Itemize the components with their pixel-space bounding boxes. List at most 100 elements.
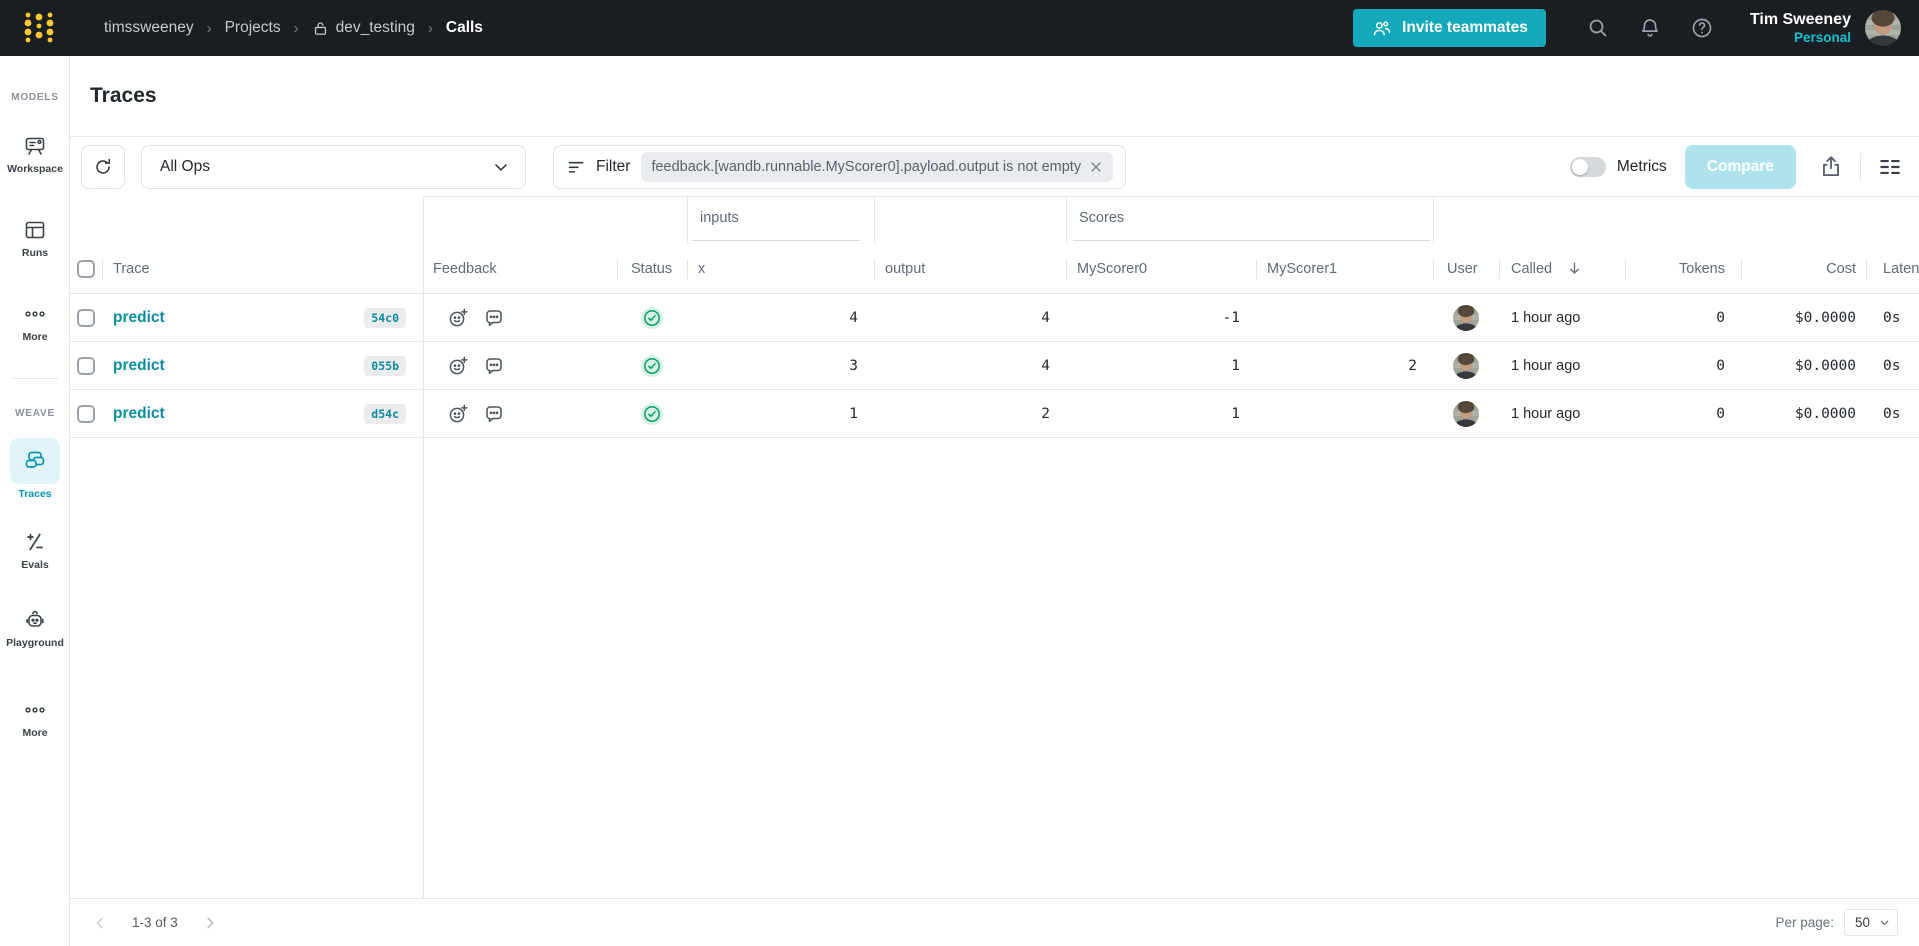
header-myscorer0[interactable]: MyScorer0 bbox=[1066, 244, 1256, 293]
export-icon[interactable] bbox=[1818, 154, 1844, 180]
ops-filter-select[interactable]: All Ops bbox=[141, 145, 526, 189]
metrics-toggle[interactable] bbox=[1569, 157, 1606, 177]
sidebar-item-more-weave[interactable]: More bbox=[0, 698, 70, 739]
sidebar-item-more-models[interactable]: More bbox=[0, 302, 70, 343]
page-title: Traces bbox=[90, 84, 157, 107]
header-latency[interactable]: Latency bbox=[1866, 244, 1919, 293]
add-reaction-icon[interactable] bbox=[447, 403, 469, 425]
header-label: x bbox=[698, 260, 706, 277]
user-scope: Personal bbox=[1793, 29, 1851, 45]
breadcrumb-project[interactable]: dev_testing bbox=[312, 19, 415, 37]
cell-myscorer0: -1 bbox=[1222, 309, 1240, 326]
cell-output: 4 bbox=[1041, 309, 1050, 326]
sidebar-item-label: Evals bbox=[21, 559, 49, 571]
search-icon[interactable] bbox=[1586, 16, 1610, 40]
header-x[interactable]: x bbox=[687, 244, 874, 293]
sidebar-item-playground[interactable]: Playground bbox=[0, 608, 70, 649]
more-dots-icon bbox=[25, 311, 45, 317]
group-tail-spacer bbox=[1433, 196, 1919, 244]
header-label: Cost bbox=[1826, 260, 1856, 277]
calls-table: inputs Scores Trace Feedback Status x ou… bbox=[70, 196, 1919, 438]
user-avatar[interactable] bbox=[1865, 10, 1901, 46]
header-trace[interactable]: Trace bbox=[102, 244, 423, 293]
cell-called: 1 hour ago bbox=[1511, 357, 1581, 374]
cell-latency: 0s bbox=[1883, 309, 1901, 326]
cell-input-x: 1 bbox=[849, 405, 858, 422]
table-row[interactable]: predict d54c 1 bbox=[70, 390, 1919, 438]
cell-myscorer1: 2 bbox=[1408, 357, 1417, 374]
status-success-icon bbox=[641, 354, 663, 377]
sidebar-item-traces[interactable] bbox=[10, 438, 60, 484]
row-checkbox[interactable] bbox=[77, 308, 95, 327]
header-tokens[interactable]: Tokens bbox=[1625, 244, 1741, 293]
breadcrumb-projects[interactable]: Projects bbox=[224, 19, 281, 36]
header-cost[interactable]: Cost bbox=[1741, 244, 1866, 293]
per-page-label: Per page: bbox=[1775, 915, 1834, 930]
sidebar-item-evals[interactable]: Evals bbox=[0, 530, 70, 571]
header-called[interactable]: Called bbox=[1499, 244, 1625, 293]
chevron-down-icon bbox=[1880, 920, 1889, 925]
add-reaction-icon[interactable] bbox=[447, 355, 469, 377]
header-label: Latency bbox=[1883, 260, 1919, 277]
breadcrumb-project-label: dev_testing bbox=[335, 19, 415, 36]
refresh-icon bbox=[96, 158, 111, 174]
sidebar-item-traces-label[interactable]: Traces bbox=[18, 488, 52, 500]
close-icon[interactable] bbox=[1088, 159, 1104, 175]
prev-page-icon[interactable] bbox=[92, 915, 108, 931]
comment-icon[interactable] bbox=[483, 403, 505, 425]
header-label: Status bbox=[631, 260, 673, 277]
trace-op-link[interactable]: predict bbox=[113, 356, 165, 374]
group-scores: Scores bbox=[1066, 196, 1433, 244]
breadcrumb-org[interactable]: timssweeney bbox=[104, 19, 194, 36]
group-underline bbox=[692, 240, 860, 241]
table-row[interactable]: predict 54c0 4 bbox=[70, 294, 1919, 342]
add-reaction-icon[interactable] bbox=[447, 307, 469, 329]
header-status[interactable]: Status bbox=[617, 244, 687, 293]
row-user-avatar bbox=[1453, 400, 1479, 427]
help-icon[interactable] bbox=[1690, 16, 1714, 40]
comment-icon[interactable] bbox=[483, 355, 505, 377]
cell-cost: $0.0000 bbox=[1794, 405, 1856, 422]
trace-op-link[interactable]: predict bbox=[113, 308, 165, 326]
select-all-checkbox[interactable] bbox=[77, 259, 95, 278]
trace-id-chip[interactable]: 055b bbox=[364, 355, 406, 376]
comment-icon[interactable] bbox=[483, 307, 505, 329]
filter-chip[interactable]: feedback.[wandb.runnable.MyScorer0].payl… bbox=[641, 152, 1114, 182]
sidebar-item-label: Workspace bbox=[7, 163, 63, 175]
per-page-select[interactable]: 50 bbox=[1844, 909, 1898, 936]
row-checkbox[interactable] bbox=[77, 404, 95, 423]
row-checkbox[interactable] bbox=[77, 356, 95, 375]
playground-robot-icon bbox=[26, 610, 44, 627]
sidebar-section-weave: WEAVE bbox=[15, 408, 55, 419]
refresh-button[interactable] bbox=[81, 145, 125, 189]
cell-called: 1 hour ago bbox=[1511, 309, 1581, 326]
header-label: MyScorer0 bbox=[1077, 260, 1148, 277]
trace-id-chip[interactable]: d54c bbox=[364, 403, 406, 424]
filter-control[interactable]: Filter feedback.[wandb.runnable.MyScorer… bbox=[553, 145, 1127, 189]
header-output[interactable]: output bbox=[874, 244, 1066, 293]
pinned-columns-divider bbox=[423, 196, 424, 898]
user-menu[interactable]: Tim Sweeney Personal bbox=[1750, 10, 1851, 47]
wandb-logo-icon[interactable] bbox=[22, 9, 56, 47]
sidebar-item-runs[interactable]: Runs bbox=[0, 218, 70, 259]
header-label: Trace bbox=[113, 260, 150, 277]
compare-button[interactable]: Compare bbox=[1684, 145, 1796, 189]
header-label: MyScorer1 bbox=[1267, 260, 1338, 277]
trace-op-link[interactable]: predict bbox=[113, 404, 165, 422]
breadcrumb-separator: › bbox=[206, 19, 212, 37]
cell-latency: 0s bbox=[1883, 357, 1901, 374]
table-row[interactable]: predict 055b 3 bbox=[70, 342, 1919, 390]
column-manager-icon[interactable] bbox=[1877, 154, 1903, 180]
breadcrumb-separator: › bbox=[427, 19, 433, 37]
header-label: User bbox=[1447, 260, 1478, 277]
next-page-icon[interactable] bbox=[202, 915, 218, 931]
header-myscorer1[interactable]: MyScorer1 bbox=[1256, 244, 1433, 293]
sort-desc-icon[interactable] bbox=[1566, 260, 1583, 277]
header-user[interactable]: User bbox=[1433, 244, 1499, 293]
trace-id-chip[interactable]: 54c0 bbox=[364, 307, 406, 328]
header-feedback[interactable]: Feedback bbox=[423, 244, 617, 293]
invite-teammates-button[interactable]: Invite teammates bbox=[1353, 9, 1546, 47]
sidebar-item-workspace[interactable]: Workspace bbox=[0, 134, 70, 175]
invite-teammates-label: Invite teammates bbox=[1402, 19, 1528, 36]
notifications-bell-icon[interactable] bbox=[1638, 16, 1662, 40]
